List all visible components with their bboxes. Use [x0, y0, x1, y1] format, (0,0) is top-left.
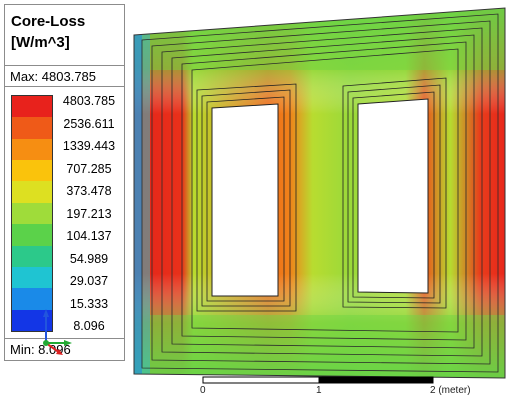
legend-swatch — [12, 160, 52, 182]
core-window-left — [196, 83, 297, 312]
legend-level-label: 104.137 — [66, 229, 112, 243]
legend-title: Core-Loss [W/m^3] — [11, 11, 119, 53]
legend-swatch — [12, 309, 52, 332]
lamination-lines — [141, 13, 499, 373]
legend-swatch — [12, 138, 52, 161]
legend-level-label: 197.213 — [66, 206, 112, 221]
legend-level-label: 373.478 — [66, 184, 112, 198]
legend-title-units: [W/m^3] — [11, 34, 70, 51]
color-legend: Core-Loss [W/m^3] Max: 4803.785 4803.785… — [4, 4, 125, 361]
legend-swatch — [12, 266, 52, 289]
legend-swatch — [12, 117, 52, 140]
legend-swatch — [12, 224, 52, 247]
legend-min-value: Min: 8.096 — [5, 338, 124, 360]
legend-swatch — [12, 96, 52, 118]
core-outline — [133, 7, 506, 379]
legend-level-label: 707.285 — [66, 161, 112, 176]
legend-level-label: 4803.785 — [62, 94, 116, 108]
scale-label-2: 2 (meter) — [430, 385, 471, 396]
legend-max-value: Max: 4803.785 — [5, 65, 124, 87]
legend-level-label: 1339.443 — [62, 139, 116, 153]
scale-label-1: 1 — [316, 385, 322, 396]
legend-level-label: 8.096 — [73, 319, 105, 333]
transformer-core — [134, 8, 505, 378]
legend-swatch — [12, 288, 52, 311]
scale-bar — [202, 376, 434, 384]
legend-level-label: 15.333 — [69, 296, 109, 311]
legend-swatch — [12, 181, 52, 204]
legend-swatch — [12, 202, 52, 225]
legend-title-quantity: Core-Loss — [11, 13, 86, 30]
scale-label-0: 0 — [200, 385, 206, 396]
legend-swatch — [12, 245, 52, 268]
legend-colorbar — [11, 95, 53, 332]
axis-triad-icon — [43, 309, 72, 355]
legend-level-label: 2536.611 — [63, 116, 115, 131]
legend-level-label: 29.037 — [69, 274, 109, 288]
legend-level-label: 54.989 — [69, 251, 109, 266]
core-window-right — [342, 77, 447, 309]
